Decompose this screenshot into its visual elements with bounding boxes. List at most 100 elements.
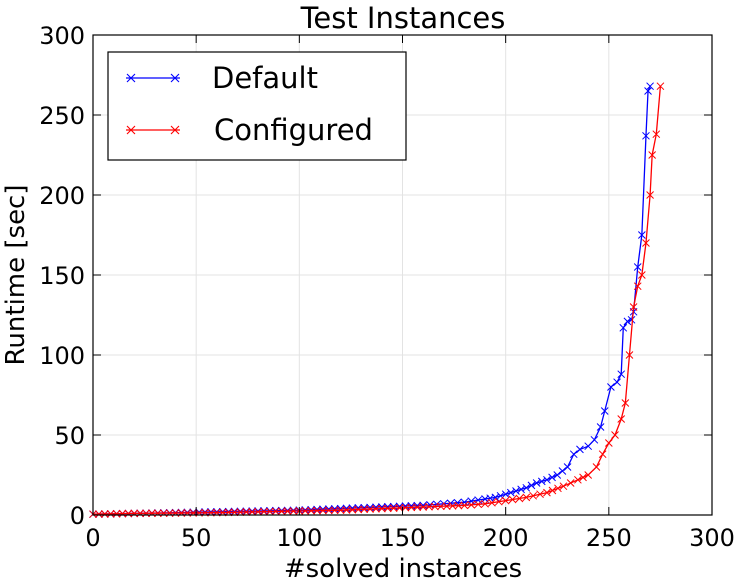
data-point-marker — [289, 507, 298, 515]
data-point-marker — [142, 509, 150, 518]
data-point-marker — [637, 231, 646, 239]
data-point-marker — [330, 506, 339, 515]
data-point-marker — [401, 503, 410, 512]
data-point-marker — [460, 498, 469, 507]
data-point-marker — [491, 493, 500, 502]
x-tick-label: 150 — [380, 524, 426, 552]
data-point-marker — [536, 490, 544, 499]
legend-marker — [126, 73, 136, 83]
y-tick-label: 100 — [39, 342, 85, 370]
data-point-marker — [613, 378, 621, 387]
data-point-marker — [611, 431, 619, 439]
legend-marker — [170, 73, 180, 83]
data-point-marker — [283, 507, 292, 516]
data-point-marker — [431, 502, 439, 511]
data-point-marker — [569, 450, 578, 459]
data-point-marker — [454, 501, 463, 510]
data-point-marker — [136, 509, 145, 518]
data-point-marker — [413, 503, 422, 512]
data-point-marker — [488, 498, 496, 507]
data-point-marker — [566, 479, 575, 487]
data-point-marker — [558, 467, 567, 475]
x-tick-label: 250 — [586, 524, 632, 552]
y-axis-label: Runtime [sec] — [1, 185, 31, 366]
data-point-marker — [532, 479, 541, 487]
data-point-marker — [254, 507, 262, 516]
legend-marker — [170, 125, 180, 135]
data-point-marker — [266, 507, 274, 516]
data-point-marker — [378, 504, 386, 513]
data-point-marker — [260, 507, 268, 516]
data-point-marker — [548, 473, 556, 482]
data-point-marker — [512, 487, 520, 495]
data-point-marker — [407, 503, 416, 512]
data-point-marker — [395, 504, 404, 512]
data-point-marker — [360, 505, 369, 514]
data-point-marker — [574, 475, 582, 484]
data-point-marker — [506, 488, 515, 497]
y-tick-label: 0 — [70, 502, 85, 530]
data-point-marker — [354, 505, 363, 514]
data-point-marker — [324, 505, 333, 513]
data-point-marker — [494, 497, 503, 506]
data-point-marker — [442, 502, 451, 510]
data-point-marker — [248, 508, 257, 516]
data-point-marker — [644, 87, 652, 95]
data-point-marker — [637, 271, 646, 279]
data-point-marker — [436, 502, 445, 511]
data-point-marker — [336, 504, 345, 513]
data-point-marker — [621, 399, 630, 407]
data-point-marker — [324, 506, 333, 515]
data-point-marker — [600, 407, 609, 415]
data-point-marker — [596, 423, 605, 431]
data-point-marker — [548, 486, 557, 495]
data-point-marker — [313, 506, 321, 515]
data-point-marker — [277, 507, 286, 516]
data-point-marker — [623, 317, 632, 326]
data-point-marker — [656, 82, 665, 91]
x-tick-label: 50 — [181, 524, 212, 552]
data-point-marker — [617, 415, 626, 423]
chart-title: Test Instances — [300, 1, 506, 35]
x-tick-label: 100 — [276, 524, 322, 552]
data-point-marker — [515, 494, 524, 503]
data-point-marker — [366, 505, 374, 513]
data-point-marker — [112, 509, 121, 518]
data-point-marker — [559, 482, 568, 491]
data-point-marker — [448, 502, 457, 510]
x-axis-label: #solved instances — [284, 554, 522, 584]
data-point-marker — [629, 303, 638, 311]
data-point-marker — [319, 505, 327, 514]
data-point-marker — [130, 509, 139, 518]
data-point-marker — [576, 445, 584, 454]
y-tick-label: 250 — [39, 102, 85, 130]
data-point-marker — [100, 510, 109, 518]
legend-label: Configured — [214, 113, 373, 147]
data-point-marker — [642, 239, 650, 247]
y-tick-label: 150 — [39, 262, 85, 290]
data-point-marker — [543, 488, 551, 497]
data-point-marker — [646, 82, 654, 91]
y-tick-label: 300 — [39, 22, 85, 50]
data-point-marker — [598, 450, 607, 459]
data-point-marker — [527, 481, 536, 490]
data-point-marker — [543, 475, 551, 484]
data-point-marker — [633, 263, 642, 271]
data-point-marker — [389, 504, 398, 512]
data-point-marker — [648, 151, 657, 159]
data-point-marker — [501, 490, 510, 499]
data-point-marker — [319, 506, 327, 515]
data-point-marker — [474, 500, 483, 509]
data-point-marker — [467, 501, 476, 509]
data-point-marker — [553, 471, 562, 479]
data-point-marker — [330, 504, 339, 513]
data-point-marker — [348, 505, 357, 514]
data-point-marker — [592, 463, 601, 471]
legend-marker — [126, 125, 136, 135]
data-point-marker — [554, 484, 562, 493]
data-point-marker — [271, 507, 280, 516]
data-point-marker — [419, 503, 427, 511]
x-tick-label: 300 — [689, 524, 735, 552]
data-point-marker — [372, 504, 380, 513]
